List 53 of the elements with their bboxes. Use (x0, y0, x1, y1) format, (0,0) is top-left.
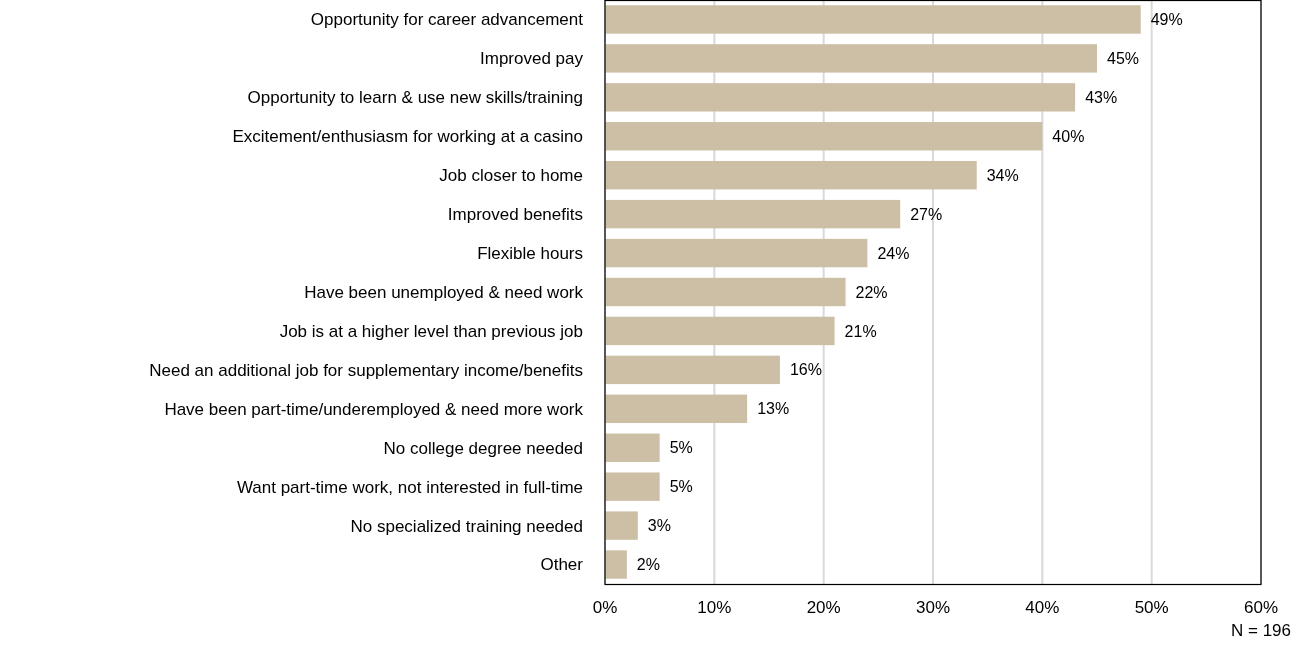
x-tick-label: 40% (1025, 598, 1060, 617)
data-label: 45% (1107, 50, 1140, 67)
y-tick-label: Flexible hours (477, 244, 583, 264)
data-label: 5% (669, 478, 693, 496)
data-label: 24% (877, 244, 910, 262)
y-tick-label: Opportunity to learn & use new skills/training (247, 88, 583, 108)
bar (605, 511, 638, 540)
y-tick-label: Need an additional job for supplementary income/benefits (149, 360, 583, 380)
y-tick-label: Have been part-time/underemployed & need more work (164, 399, 584, 419)
y-tick-label: Have been unemployed & need work (304, 282, 584, 302)
data-label: 34% (986, 166, 1019, 184)
data-label: 16% (789, 361, 822, 379)
y-tick-label: Excitement/enthusiasm for working at a casino (232, 127, 583, 147)
bar (605, 316, 835, 346)
data-label: 21% (844, 322, 877, 340)
data-label: 27% (910, 205, 943, 223)
data-label: 13% (757, 400, 790, 418)
data-label: 2% (636, 556, 660, 574)
bar (605, 550, 627, 579)
bar (605, 5, 1141, 34)
bar (605, 238, 868, 268)
text: N = 196 (1230, 621, 1292, 640)
y-tick-label: Improved benefits (447, 205, 583, 225)
data-label: 3% (647, 517, 671, 535)
x-tick-label: 0% (592, 598, 618, 617)
x-tick-label: 50% (1134, 598, 1169, 617)
bar (605, 472, 660, 501)
bar (605, 160, 977, 190)
y-tick-label: Improved pay (480, 49, 584, 69)
y-tick-label: Job closer to home (439, 166, 583, 186)
y-tick-label: Want part-time work, not interested in full-time (236, 477, 583, 497)
y-tick-label: No college degree needed (383, 438, 583, 458)
y-tick-label: No specialized training needed (350, 516, 583, 536)
data-label: 5% (669, 439, 693, 457)
bar (605, 122, 1043, 151)
y-tick-label: Job is at a higher level than previous job (279, 321, 583, 341)
bar (605, 199, 901, 229)
x-tick-label: 10% (697, 598, 732, 617)
y-tick-label: Other (540, 555, 584, 575)
y-tick-label: Opportunity for career advancement (310, 10, 584, 30)
data-label: 40% (1052, 127, 1085, 145)
bar (605, 433, 660, 462)
bar (605, 277, 846, 307)
x-tick-label: 30% (915, 598, 951, 617)
x-tick-label: 60% (1243, 598, 1279, 617)
bar (605, 394, 748, 424)
data-label: 22% (855, 283, 888, 301)
bar (605, 44, 1097, 73)
bar (605, 83, 1076, 112)
data-label: 49% (1150, 11, 1183, 29)
data-label: 43% (1085, 88, 1118, 106)
x-tick-label: 20% (806, 598, 841, 617)
bar (605, 355, 780, 385)
